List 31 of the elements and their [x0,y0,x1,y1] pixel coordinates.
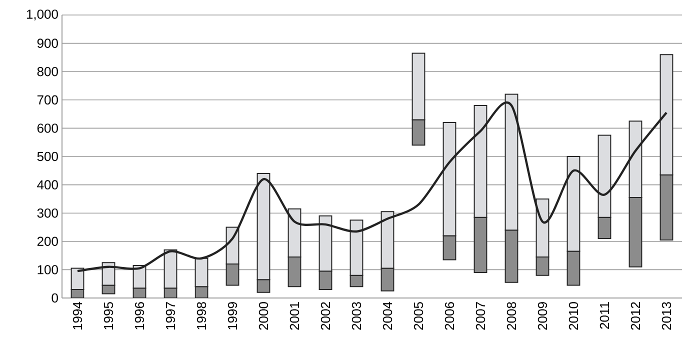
x-tick-label: 2013 [662,302,672,330]
x-tick-label: 1997 [166,302,176,330]
y-tick-label: 100 [38,265,58,274]
y-tick-label: 1,000 [26,10,58,20]
x-tick-label: 2002 [320,302,330,330]
x-tick-label: 2005 [414,302,424,330]
x-tick-label: 2000 [258,302,268,330]
x-tick-label: 2004 [382,302,392,330]
x-tick-label: 2008 [506,302,516,330]
x-tick-label: 2001 [290,302,300,330]
x-tick-label: 1998 [196,302,206,330]
y-tick-label: 200 [37,236,58,246]
x-tick-label: 2010 [568,302,578,330]
x-tick-label: 2011 [600,302,610,329]
x-tick-label: 1994 [72,302,82,330]
y-tick-label: 600 [37,124,58,133]
y-tick-label: 900 [37,38,58,48]
y-tick-label: 700 [37,95,58,104]
y-tick-label: 0 [52,293,58,303]
x-tick-label: 2003 [352,302,362,330]
y-tick-label: 300 [37,208,58,218]
x-tick-label: 1996 [134,302,144,330]
y-tick-label: 400 [37,180,58,190]
x-tick-label: 2012 [630,302,640,330]
x-tick-label: 2007 [476,302,486,330]
x-tick-label: 1995 [104,302,114,330]
y-tick-label: 800 [37,66,58,76]
y-tick-label: 500 [37,152,58,162]
x-tick-label: 2009 [538,302,548,330]
x-tick-label: 2006 [444,302,454,330]
x-tick-label: 1999 [228,302,238,330]
